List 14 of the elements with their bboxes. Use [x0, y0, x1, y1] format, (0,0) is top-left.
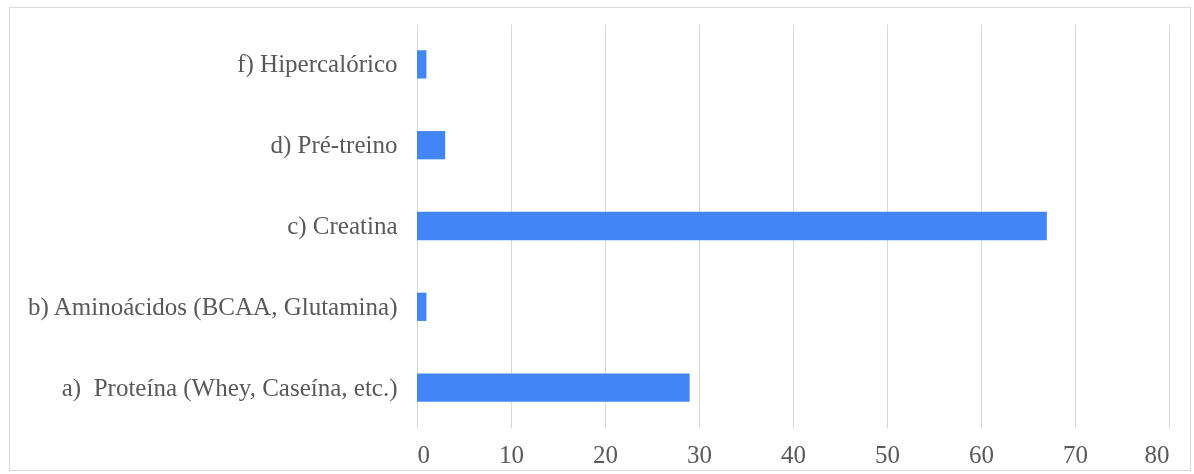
x-tick-label: 80 — [1144, 440, 1170, 468]
x-tick-label: 40 — [781, 440, 806, 468]
x-tick-label: 70 — [1063, 440, 1088, 468]
x-tick-label: 60 — [969, 440, 994, 468]
y-tick-label: f) Hipercalórico — [237, 50, 398, 79]
y-tick-label: d) Pré-treino — [270, 131, 398, 160]
x-tick-label: 20 — [593, 440, 618, 468]
y-tick-label: c) Creatina — [287, 212, 398, 240]
x-tick-label: 10 — [499, 440, 524, 468]
y-tick-label: a) Proteína (Whey, Caseína, etc.) — [61, 373, 398, 402]
x-tick-label: 50 — [875, 440, 900, 468]
y-tick-label: b) Aminoácidos (BCAA, Glutamina) — [28, 292, 398, 321]
x-tick-label: 30 — [687, 440, 712, 468]
x-tick-label: 0 — [417, 440, 430, 468]
